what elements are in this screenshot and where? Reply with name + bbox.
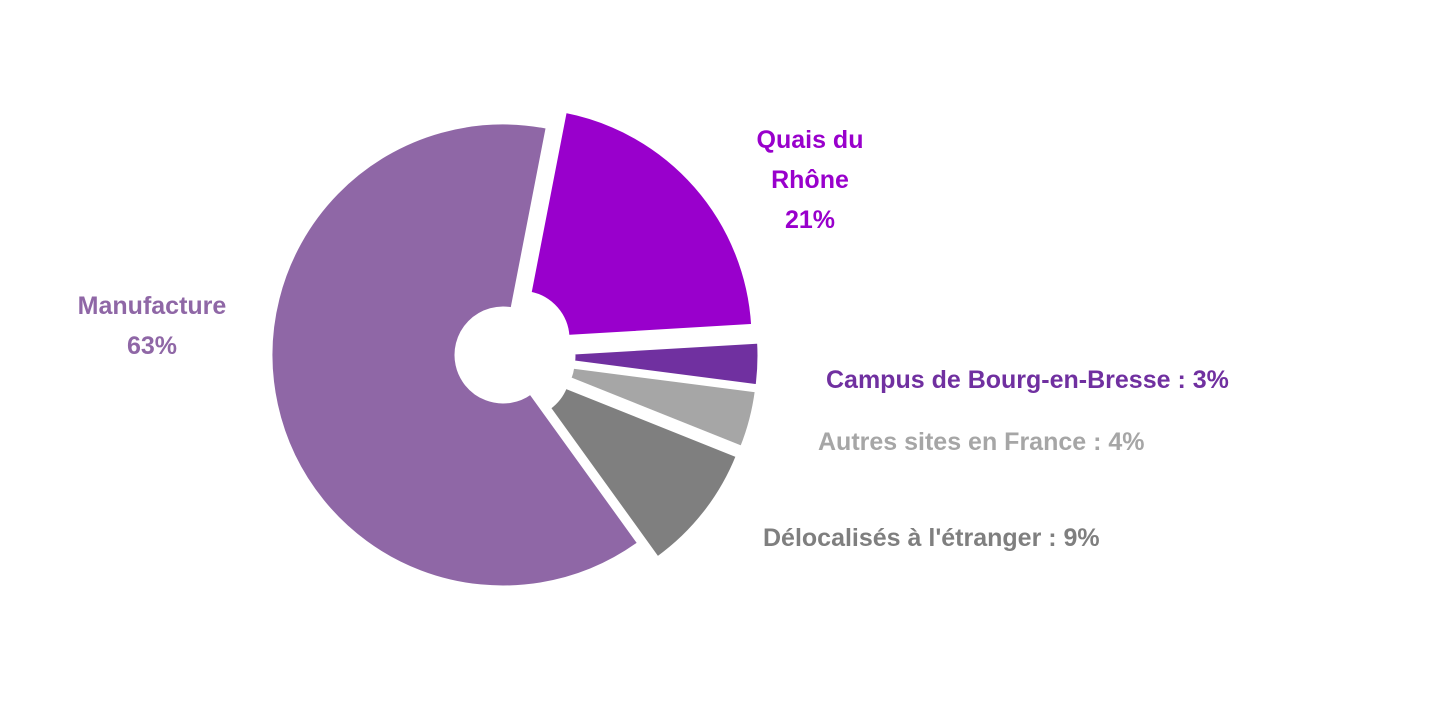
pie-slice-quais-du-rhone — [528, 109, 755, 338]
slice-label-quais-line-2: Rhône — [771, 166, 849, 194]
slice-label-manufacture: Manufacture 63% — [52, 286, 252, 366]
slice-label-manufacture-line-2: 63% — [126, 332, 178, 360]
pie-slices — [269, 109, 761, 589]
slice-label-quais-du-rhone: Quais du Rhône 21% — [740, 120, 880, 240]
slice-label-quais-line-3: 21% — [784, 206, 836, 234]
pie-slice-campus-bourg — [571, 340, 761, 388]
slice-label-quais-line-1: Quais du — [756, 126, 864, 154]
slice-label-manufacture-line-1: Manufacture — [77, 292, 227, 320]
slice-label-autres-line-1: Autres sites en France : 4% — [818, 428, 1145, 456]
pie-slice-manufacture — [269, 121, 641, 589]
pie-slice-delocalises — [547, 385, 740, 561]
slice-label-delocalises: Délocalisés à l'étranger : 9% — [763, 518, 1100, 558]
slice-label-campus-line-1: Campus de Bourg-en-Bresse : 3% — [826, 366, 1229, 394]
slice-label-campus-bourg: Campus de Bourg-en-Bresse : 3% — [826, 360, 1229, 400]
slice-label-autres-sites: Autres sites en France : 4% — [818, 422, 1145, 462]
pie-slice-autres-sites — [567, 365, 758, 450]
slice-label-delocalises-line-1: Délocalisés à l'étranger : 9% — [763, 524, 1100, 552]
